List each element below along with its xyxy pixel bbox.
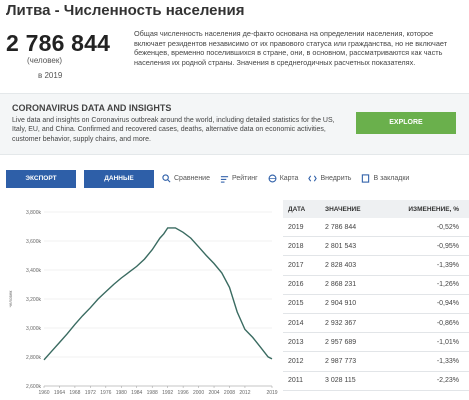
x-tick-label: 1980 xyxy=(116,390,127,396)
rating-link[interactable]: Рейтинг xyxy=(220,174,258,183)
cell-value: 2 987 773 xyxy=(325,357,357,365)
x-tick-label: 1976 xyxy=(100,390,111,396)
bookmark-label: В закладки xyxy=(373,175,410,182)
bookmark-icon xyxy=(362,174,370,183)
cell-value: 2 932 367 xyxy=(325,319,357,327)
table-header: ДАТА ЗНАЧЕНИЕ ИЗМЕНЕНИЕ, % xyxy=(283,200,469,218)
embed-icon xyxy=(308,175,318,182)
cell-change: -1,01% xyxy=(436,338,459,346)
x-tick-label: 1964 xyxy=(54,390,65,396)
cell-change: -1,33% xyxy=(436,357,459,365)
x-tick-label: 2019 xyxy=(266,390,277,396)
table-row: 2013 2 957 689 -1,01% xyxy=(283,333,469,353)
rating-label: Рейтинг xyxy=(232,175,258,182)
explore-button[interactable]: EXPLORE xyxy=(356,112,456,134)
x-tick-label: 1960 xyxy=(38,390,49,396)
y-tick-label: 2,600k xyxy=(26,384,42,390)
export-button[interactable]: ЭКСПОРТ xyxy=(6,170,76,188)
cell-change: -0,95% xyxy=(436,242,459,250)
x-tick-label: 1968 xyxy=(69,390,80,396)
cell-date: 2017 xyxy=(288,261,304,269)
value-year: в 2019 xyxy=(38,71,63,80)
bookmark-link[interactable]: В закладки xyxy=(361,174,409,183)
population-value: 2 786 844 xyxy=(6,30,111,56)
header-change: ИЗМЕНЕНИЕ, % xyxy=(408,205,459,213)
map-icon xyxy=(268,174,277,183)
x-tick-label: 1996 xyxy=(178,390,189,396)
y-tick-label: 3,600k xyxy=(26,239,42,245)
cell-date: 2011 xyxy=(288,377,304,385)
cell-value: 3 028 115 xyxy=(325,377,356,385)
page-title: Литва - Численность населения xyxy=(6,2,245,19)
cell-date: 2014 xyxy=(288,319,304,327)
table-row: 2015 2 904 910 -0,94% xyxy=(283,295,469,314)
y-axis-label: человек xyxy=(8,291,13,308)
table-row: 2019 2 786 844 -0,52% xyxy=(283,218,469,238)
table-row: 2017 2 828 403 -1,39% xyxy=(283,256,469,276)
rating-icon xyxy=(220,176,229,183)
compare-link[interactable]: Сравнение xyxy=(162,174,210,183)
table-row: 2018 2 801 543 -0,95% xyxy=(283,237,469,257)
banner-title: CORONAVIRUS DATA AND INSIGHTS xyxy=(12,103,172,113)
data-button[interactable]: ДАННЫЕ xyxy=(84,170,154,188)
embed-link[interactable]: Внедрить xyxy=(308,174,351,183)
indicator-description: Общая численность населения де-факто осн… xyxy=(134,29,448,68)
cell-value: 2 904 910 xyxy=(325,300,357,308)
y-tick-label: 3,400k xyxy=(26,268,42,274)
compare-label: Сравнение xyxy=(174,175,210,182)
toolbar: Сравнение Рейтинг Карта Внедрить В закла… xyxy=(162,174,409,183)
cell-value: 2 786 844 xyxy=(325,223,357,231)
map-link[interactable]: Карта xyxy=(268,174,299,183)
value-unit: (человек) xyxy=(27,56,62,65)
population-line xyxy=(43,227,273,361)
x-tick-label: 2004 xyxy=(208,390,219,396)
x-tick-label: 1988 xyxy=(147,390,158,396)
table-row: 2014 2 932 367 -0,86% xyxy=(283,314,469,334)
header-value: ЗНАЧЕНИЕ xyxy=(325,205,361,213)
x-tick-label: 2012 xyxy=(239,390,250,396)
x-tick-label: 2000 xyxy=(193,390,204,396)
map-label: Карта xyxy=(279,175,299,182)
data-table: ДАТА ЗНАЧЕНИЕ ИЗМЕНЕНИЕ, % 2019 2 786 844… xyxy=(283,200,469,391)
cell-date: 2015 xyxy=(288,300,304,308)
cell-date: 2012 xyxy=(288,357,304,365)
embed-label: Внедрить xyxy=(320,175,352,182)
banner-text: Live data and insights on Coronavirus ou… xyxy=(12,117,335,143)
population-chart: 3,800k 3,600k 3,400k 3,200k 3,000k 2,800k 2,60… xyxy=(8,210,278,396)
cell-date: 2013 xyxy=(288,338,304,346)
cell-change: -0,94% xyxy=(436,300,459,308)
cell-value: 2 868 231 xyxy=(325,281,357,289)
y-tick-label: 3,800k xyxy=(26,210,42,216)
table-row: 2012 2 987 773 -1,33% xyxy=(283,352,469,372)
table-row: 2016 2 868 231 -1,26% xyxy=(283,276,469,295)
cell-change: -2,23% xyxy=(436,377,459,385)
table-row: 2011 3 028 115 -2,23% xyxy=(283,372,469,391)
header-date: ДАТА xyxy=(288,205,306,213)
y-tick-label: 3,000k xyxy=(26,326,42,332)
cell-value: 2 828 403 xyxy=(325,261,357,269)
x-tick-label: 2008 xyxy=(224,390,235,396)
y-tick-label: 3,200k xyxy=(26,297,42,303)
x-tick-label: 1972 xyxy=(85,390,96,396)
cell-change: -1,39% xyxy=(436,261,459,269)
y-tick-label: 2,800k xyxy=(26,355,42,361)
cell-date: 2018 xyxy=(288,242,304,250)
x-tick-label: 1992 xyxy=(162,390,173,396)
x-tick-label: 1984 xyxy=(131,390,142,396)
cell-change: -0,52% xyxy=(436,223,459,231)
cell-date: 2016 xyxy=(288,281,304,289)
compare-icon xyxy=(162,174,171,183)
cell-value: 2 801 543 xyxy=(325,242,357,250)
coronavirus-banner: CORONAVIRUS DATA AND INSIGHTS Live data … xyxy=(0,93,469,155)
cell-change: -1,26% xyxy=(436,281,459,289)
cell-change: -0,86% xyxy=(436,319,459,327)
cell-date: 2019 xyxy=(288,223,304,231)
cell-value: 2 957 689 xyxy=(325,338,357,346)
